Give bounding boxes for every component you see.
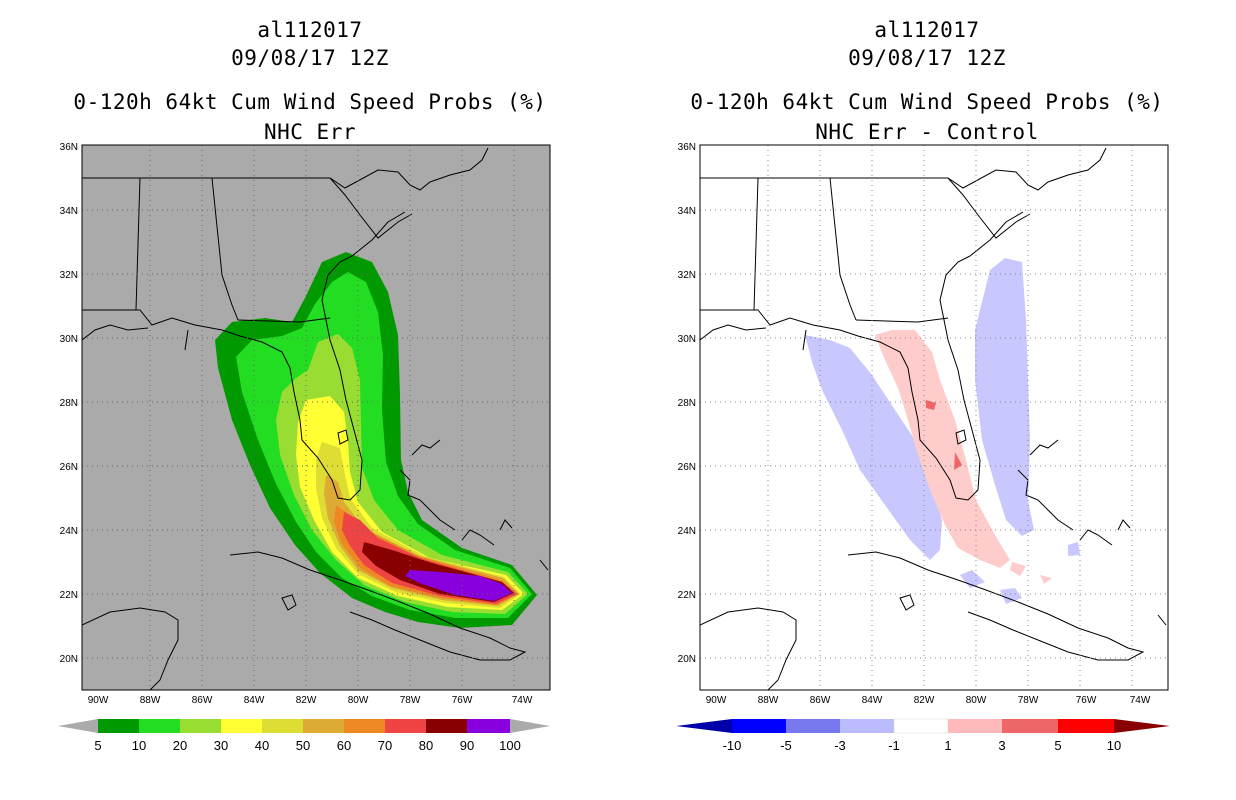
left-grid (82, 145, 550, 690)
left-colorbar-arrow-high (510, 719, 550, 733)
left-colorbar-swatch (303, 719, 344, 733)
left-colorbar-label: 60 (337, 738, 351, 753)
left-lon-label: 90W (88, 695, 109, 706)
left-lat-label: 28N (60, 398, 78, 409)
left-lat-label: 34N (60, 206, 78, 217)
left-colorbar-label: 5 (94, 738, 101, 753)
left-lat-labels: 36N 34N 32N 30N 28N 26N 24N 22N 20N (60, 142, 78, 665)
right-product-title: 0-120h 64kt Cum Wind Speed Probs (%) (690, 90, 1164, 114)
left-colorbar-label: 80 (419, 738, 433, 753)
right-storm-id: al112017 (874, 18, 980, 42)
left-colorbar-swatch (98, 719, 139, 733)
left-lon-label: 82W (296, 695, 317, 706)
left-colorbar-label: 50 (296, 738, 310, 753)
left-colorbar (58, 719, 550, 733)
left-colorbar-swatch (221, 719, 262, 733)
left-colorbar-swatch (180, 719, 221, 733)
left-colorbar-arrow-low (58, 719, 98, 733)
left-map-frame (81, 144, 551, 691)
left-coastlines (82, 147, 549, 690)
left-colorbar-swatch (467, 719, 510, 733)
right-datetime: 09/08/17 12Z (848, 46, 1006, 70)
left-lon-labels: 90W 88W 86W 84W 82W 80W 78W 76W 74W (88, 695, 533, 706)
left-colorbar-swatch (426, 719, 467, 733)
prob-band-10 (236, 272, 532, 618)
left-product-title: 0-120h 64kt Cum Wind Speed Probs (%) (73, 90, 547, 114)
right-subtitle: NHC Err - Control (815, 120, 1039, 144)
left-colorbar-swatch (139, 719, 180, 733)
left-datetime: 09/08/17 12Z (231, 46, 389, 70)
left-lon-label: 84W (244, 695, 265, 706)
left-lon-label: 78W (400, 695, 421, 706)
left-colorbar-swatch (385, 719, 426, 733)
left-colorbar-label: 20 (173, 738, 187, 753)
left-lon-label: 74W (512, 695, 533, 706)
prob-band-90 (405, 570, 512, 601)
left-storm-id: al112017 (257, 18, 363, 42)
left-lat-label: 36N (60, 142, 78, 153)
left-lat-label: 26N (60, 462, 78, 473)
left-colorbar-label: 100 (499, 738, 521, 753)
left-lat-label: 32N (60, 270, 78, 281)
left-colorbar-label: 30 (214, 738, 228, 753)
left-subtitle: NHC Err (263, 120, 356, 144)
left-colorbar-label: 90 (460, 738, 474, 753)
left-lon-label: 88W (140, 695, 161, 706)
left-colorbar-swatch (344, 719, 385, 733)
left-lat-label: 20N (60, 654, 78, 665)
left-colorbar-label: 40 (255, 738, 269, 753)
left-lon-label: 76W (452, 695, 473, 706)
left-colorbar-labels: 5 10 20 30 40 50 60 70 80 90 100 (94, 738, 520, 753)
left-lat-label: 30N (60, 334, 78, 345)
left-colorbar-label: 10 (132, 738, 146, 753)
left-colorbar-swatch (262, 719, 303, 733)
left-colorbar-label: 70 (378, 738, 392, 753)
left-lat-label: 24N (60, 526, 78, 537)
left-lon-label: 80W (348, 695, 369, 706)
left-lat-label: 22N (60, 590, 78, 601)
left-lon-label: 86W (192, 695, 213, 706)
